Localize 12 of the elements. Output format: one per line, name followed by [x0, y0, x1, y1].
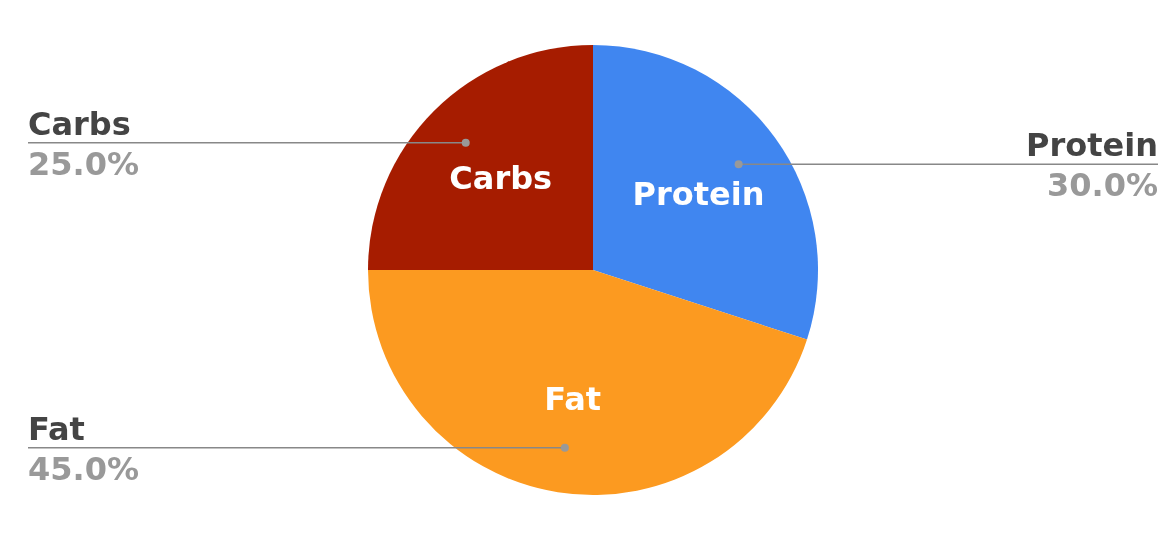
slice-label: Fat	[28, 409, 85, 448]
slice-label: Protein	[1026, 126, 1158, 165]
slice-label: Protein	[632, 174, 765, 213]
data-label: 45.0%	[28, 449, 140, 488]
pie-slice	[593, 45, 818, 340]
pie-slice	[368, 270, 807, 495]
data-label: 30.0%	[1046, 166, 1158, 205]
slice-label: Carbs	[28, 104, 131, 143]
pie-slice	[368, 45, 593, 270]
data-label: 25.0%	[28, 144, 140, 183]
slice-label: Fat	[544, 380, 602, 419]
slice-label: Carbs	[449, 158, 553, 197]
